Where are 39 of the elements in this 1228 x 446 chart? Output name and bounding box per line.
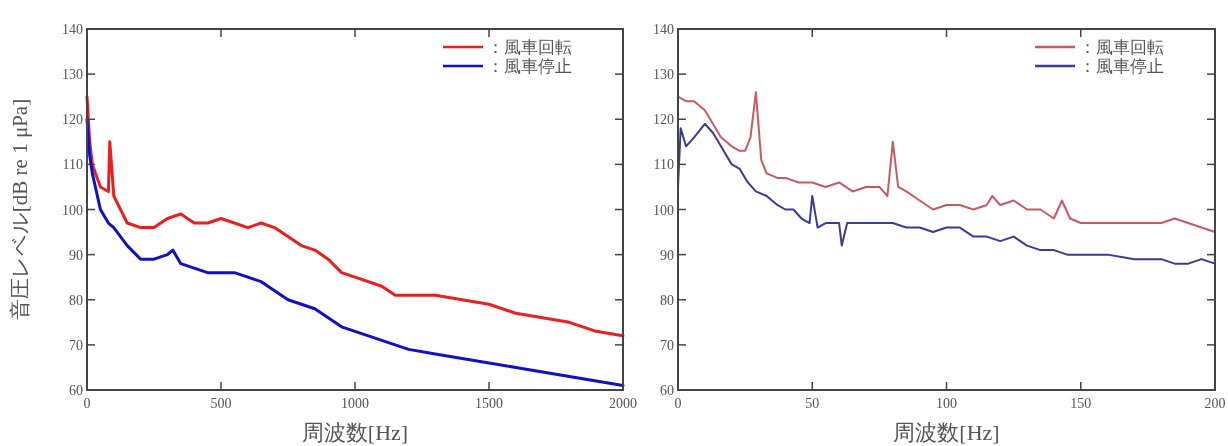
y-tick-label: 130 [62, 67, 83, 83]
y-tick-label: 60 [660, 383, 674, 398]
x-tick-label: 500 [210, 396, 232, 411]
y-tick-label: 80 [69, 292, 83, 308]
x-tick-label: 2000 [609, 396, 637, 411]
x-axis-title: 周波数[Hz] [301, 420, 409, 445]
y-tick-label: 100 [62, 202, 83, 218]
x-axis-title: 周波数[Hz] [893, 420, 1000, 445]
y-tick-label: 120 [653, 112, 674, 128]
line-series [677, 122, 1216, 265]
x-tick-label: 0 [83, 396, 91, 411]
x-tick-label: 200 [1204, 396, 1226, 411]
y-tick-label: 60 [69, 383, 83, 398]
y-tick-label: 70 [69, 337, 83, 353]
legend-label: ：風車回転 [487, 38, 572, 57]
y-tick-label: 120 [62, 112, 83, 128]
y-tick-label: 70 [660, 337, 674, 353]
line-series [85, 117, 625, 387]
legend-label: ：風車停止 [1079, 57, 1164, 76]
y-tick-label: 110 [62, 157, 83, 173]
y-tick-label: 140 [653, 22, 674, 37]
y-tick-label: 110 [653, 157, 674, 173]
line-series [85, 95, 625, 338]
y-axis-title: 音圧レベル[dB re 1 μPa] [8, 98, 32, 321]
x-tick-label: 150 [1070, 396, 1092, 411]
line-series [677, 91, 1216, 234]
y-tick-label: 90 [69, 247, 83, 263]
y-tick-label: 90 [660, 247, 674, 263]
x-tick-label: 0 [674, 396, 682, 411]
legend-label: ：風車停止 [487, 57, 572, 76]
y-tick-label: 80 [660, 292, 674, 308]
x-tick-label: 1500 [475, 396, 503, 411]
legend-label: ：風車回転 [1079, 38, 1164, 57]
x-tick-label: 50 [805, 396, 820, 411]
x-tick-label: 100 [936, 396, 957, 411]
x-tick-label: 1000 [341, 396, 369, 411]
y-tick-label: 100 [653, 202, 674, 218]
y-tick-label: 140 [62, 22, 83, 37]
y-tick-label: 130 [653, 67, 674, 83]
